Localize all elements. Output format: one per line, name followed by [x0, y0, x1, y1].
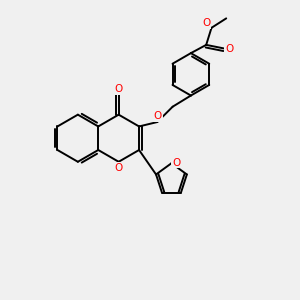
Text: O: O — [202, 18, 210, 28]
Text: O: O — [115, 84, 123, 94]
Text: O: O — [225, 44, 233, 54]
Text: O: O — [154, 111, 162, 122]
Text: O: O — [172, 158, 181, 168]
Text: O: O — [114, 163, 122, 173]
